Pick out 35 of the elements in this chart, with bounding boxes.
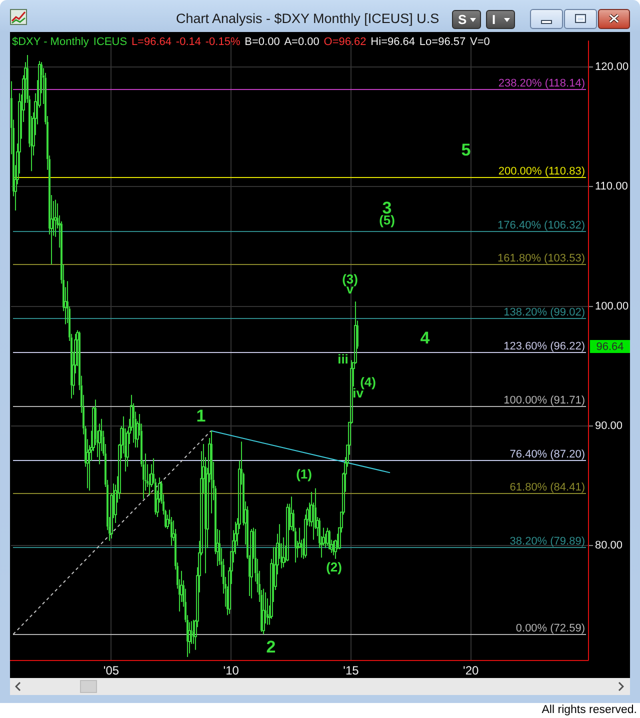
x-tick-label: '05	[103, 664, 120, 678]
ref-line-label: 100.00% (91.71)	[504, 394, 585, 406]
annotation: iii	[338, 352, 348, 367]
x-tick-label: '20	[463, 664, 480, 678]
y-tick-label: 120.00	[595, 60, 629, 73]
annotation: (1)	[296, 466, 312, 482]
annotation: 5	[461, 140, 471, 160]
y-tick-label: 100.00	[595, 300, 629, 312]
annotation: (2)	[326, 560, 342, 575]
ref-line-label: 161.80% (103.53)	[498, 252, 585, 264]
candlestick	[262, 588, 265, 635]
annotation: 1	[196, 406, 206, 426]
ref-line-label: 76.40% (87.20)	[510, 448, 585, 460]
ref-line-label: 38.20% (79.89)	[510, 536, 585, 548]
ref-line-label: 123.60% (96.22)	[504, 340, 585, 352]
text: $DXY - Monthly ICEUS L=96.64 -0.14 -0.15% B=0.00 A=0.00 O=96.62 Hi=96.64 Lo=96.57 V=0	[12, 36, 490, 48]
ref-line-label: 238.20% (118.14)	[498, 78, 585, 90]
ref-line-label: 138.20% (99.02)	[504, 306, 585, 318]
ref-line-label: 61.80% (84.41)	[510, 482, 585, 494]
x-tick-label: '10	[223, 664, 240, 678]
y-tick-label: 110.00	[595, 180, 628, 193]
ref-line-label: 200.00% (110.83)	[498, 166, 585, 178]
dropdown-button: S	[452, 10, 481, 29]
ref-line-label: 176.40% (106.32)	[498, 220, 585, 232]
ref-line-label: 0.00% (72.59)	[516, 622, 585, 634]
dropdown-button: I	[486, 10, 515, 29]
annotation: (4)	[360, 374, 376, 390]
annotation: 2	[266, 638, 276, 657]
y-tick-label: 80.00	[595, 540, 623, 552]
chart-title: Chart Analysis - $DXY Monthly [ICEUS] U.S	[176, 11, 440, 26]
text: All rights reserved.	[542, 704, 637, 716]
y-tick-label: 90.00	[595, 420, 623, 432]
annotation: 4	[420, 328, 430, 348]
annotation: 96.64	[596, 341, 624, 354]
x-tick-label: '15	[343, 664, 360, 678]
